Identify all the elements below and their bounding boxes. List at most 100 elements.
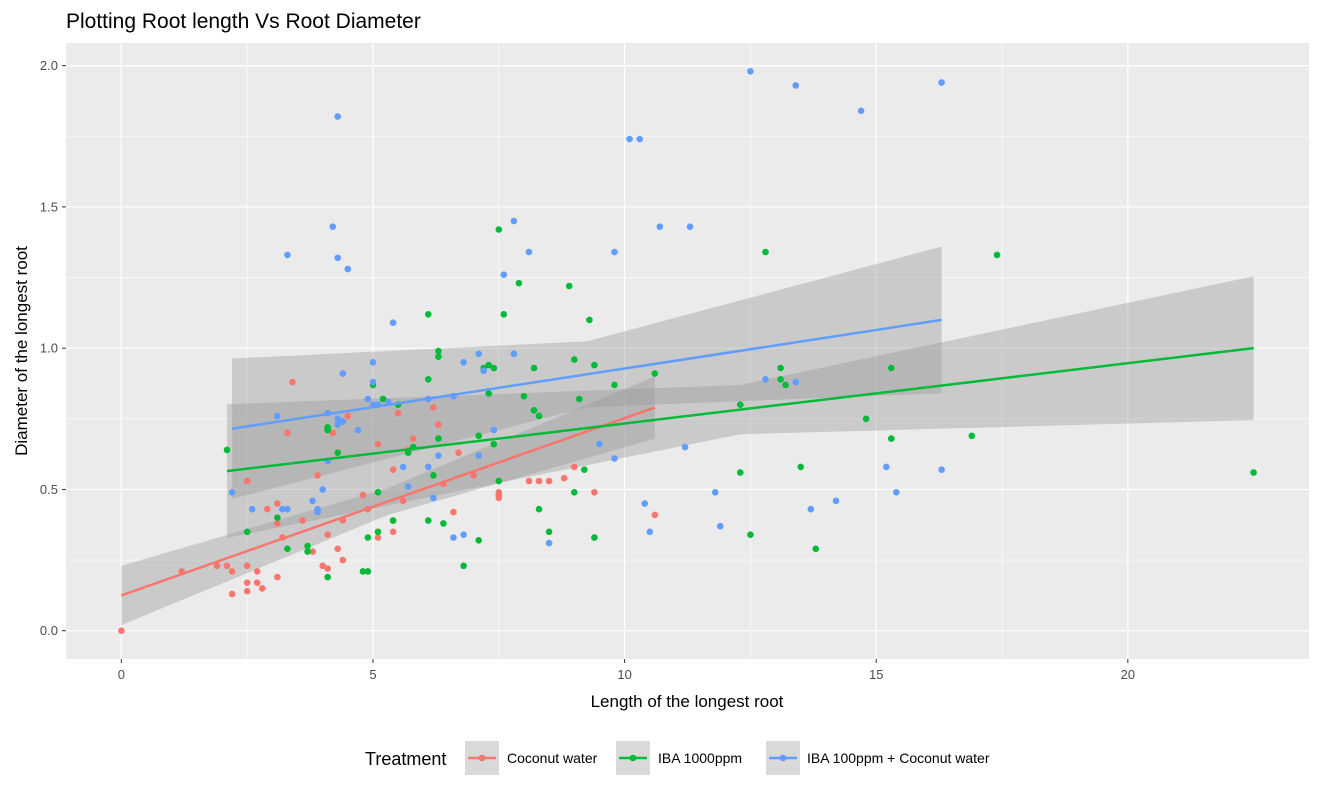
data-point bbox=[344, 412, 352, 420]
data-point bbox=[425, 311, 432, 318]
data-point bbox=[737, 401, 744, 409]
data-point bbox=[253, 568, 261, 575]
data-point bbox=[324, 426, 332, 434]
data-point bbox=[334, 449, 342, 457]
regression-line bbox=[120, 406, 656, 597]
data-point bbox=[339, 418, 347, 425]
data-point bbox=[404, 483, 412, 490]
x-tick-label: 5 bbox=[369, 667, 376, 682]
data-point bbox=[369, 378, 377, 386]
data-point bbox=[777, 364, 784, 372]
x-tick-label: 15 bbox=[869, 667, 883, 682]
data-point bbox=[938, 466, 945, 474]
data-point bbox=[274, 514, 281, 521]
data-point bbox=[475, 537, 483, 544]
data-point bbox=[394, 409, 402, 417]
data-point bbox=[480, 367, 488, 375]
data-point bbox=[329, 223, 337, 230]
data-point bbox=[460, 562, 467, 570]
data-point bbox=[440, 520, 447, 527]
x-axis-title: Length of the longest root bbox=[591, 692, 784, 711]
data-point bbox=[490, 426, 498, 434]
data-point bbox=[334, 113, 342, 120]
data-point bbox=[309, 497, 316, 505]
data-point bbox=[359, 568, 367, 575]
confidence-band bbox=[232, 246, 942, 499]
data-point bbox=[223, 446, 231, 454]
data-point bbox=[565, 282, 573, 290]
data-point bbox=[460, 531, 467, 538]
legend-label: IBA 1000ppm bbox=[658, 750, 742, 766]
data-point bbox=[641, 500, 648, 507]
data-point bbox=[274, 520, 281, 527]
data-point bbox=[560, 474, 568, 482]
x-tick-label: 0 bbox=[118, 667, 125, 682]
data-point bbox=[374, 489, 382, 496]
data-point bbox=[334, 254, 342, 262]
data-point bbox=[525, 477, 533, 485]
legend-key-point bbox=[478, 754, 486, 762]
data-point bbox=[782, 381, 789, 389]
data-point bbox=[711, 489, 719, 496]
data-point bbox=[435, 353, 442, 361]
data-point bbox=[279, 505, 286, 513]
data-point bbox=[475, 432, 483, 440]
data-point bbox=[485, 361, 493, 369]
legend: Treatment Coconut water IBA 1000ppm IBA 10… bbox=[365, 741, 990, 775]
data-point bbox=[475, 452, 483, 459]
data-point bbox=[490, 440, 498, 448]
data-point bbox=[636, 135, 643, 143]
legend-label: IBA 100ppm + Coconut water bbox=[807, 750, 990, 766]
data-point bbox=[460, 359, 467, 366]
data-point bbox=[857, 107, 865, 115]
data-point bbox=[792, 82, 799, 89]
chart-title: Plotting Root length Vs Root Diameter bbox=[66, 10, 421, 33]
data-point bbox=[324, 573, 332, 581]
data-point bbox=[777, 376, 784, 383]
data-point bbox=[284, 505, 291, 513]
data-point bbox=[495, 477, 503, 485]
data-point bbox=[651, 511, 659, 519]
data-point bbox=[495, 491, 503, 499]
data-point bbox=[259, 585, 266, 592]
legend-title: Treatment bbox=[365, 749, 446, 769]
data-point bbox=[284, 545, 291, 553]
data-point bbox=[611, 381, 618, 389]
data-point bbox=[374, 440, 382, 448]
data-point bbox=[314, 472, 321, 479]
data-point bbox=[435, 421, 442, 428]
data-point bbox=[399, 463, 407, 471]
data-point bbox=[339, 556, 347, 564]
data-point bbox=[591, 361, 598, 369]
data-point bbox=[425, 463, 432, 471]
data-point bbox=[334, 415, 342, 423]
data-point bbox=[369, 359, 377, 366]
data-point bbox=[304, 548, 311, 555]
data-point bbox=[515, 279, 523, 287]
data-point bbox=[807, 505, 815, 513]
data-point bbox=[747, 68, 754, 75]
data-point bbox=[399, 497, 407, 505]
data-point bbox=[495, 226, 503, 233]
data-point bbox=[389, 319, 397, 327]
data-point bbox=[500, 311, 508, 318]
data-point bbox=[792, 378, 799, 386]
legend-key-point bbox=[629, 754, 637, 762]
data-point bbox=[430, 472, 437, 479]
data-point bbox=[883, 463, 890, 471]
data-point bbox=[681, 443, 689, 451]
data-point bbox=[591, 534, 598, 541]
data-point bbox=[535, 412, 543, 420]
data-point bbox=[656, 223, 664, 230]
data-point bbox=[389, 517, 397, 524]
data-point bbox=[450, 534, 457, 541]
y-tick-label: 0.5 bbox=[40, 482, 58, 497]
data-point bbox=[968, 432, 976, 440]
data-point bbox=[651, 370, 659, 377]
data-point bbox=[404, 449, 412, 457]
data-point bbox=[228, 590, 236, 598]
data-point bbox=[334, 545, 342, 553]
data-point bbox=[425, 376, 432, 383]
data-point bbox=[455, 449, 462, 457]
data-point bbox=[228, 489, 236, 496]
